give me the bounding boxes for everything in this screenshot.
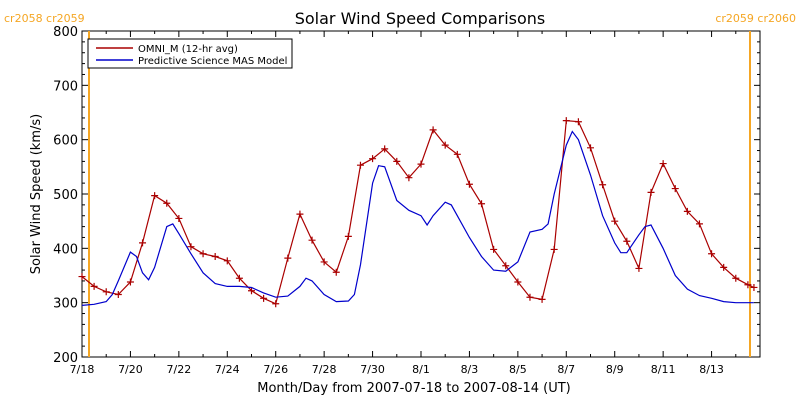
data-point-marker xyxy=(574,118,582,126)
x-tick-label: 7/22 xyxy=(167,363,192,376)
data-point-marker xyxy=(320,258,328,266)
data-point-marker xyxy=(708,250,716,258)
data-point-marker xyxy=(671,185,679,193)
x-tick-label: 7/18 xyxy=(70,363,95,376)
y-tick-label: 600 xyxy=(53,134,78,149)
data-point-marker xyxy=(441,141,449,149)
data-point-marker xyxy=(369,155,377,163)
x-tick-label: 7/30 xyxy=(360,363,385,376)
x-tick-label: 8/7 xyxy=(557,363,575,376)
data-point-marker xyxy=(623,237,631,245)
x-tick-label: 7/20 xyxy=(118,363,143,376)
x-tick-label: 7/28 xyxy=(312,363,337,376)
x-tick-label: 7/24 xyxy=(215,363,240,376)
data-point-marker xyxy=(695,220,703,228)
carrington-label-right: cr2059 cr2060 xyxy=(715,12,796,25)
chart-title: Solar Wind Speed Comparisons xyxy=(295,9,546,28)
data-point-marker xyxy=(296,210,304,218)
data-point-marker xyxy=(683,207,691,215)
data-point-marker xyxy=(211,252,219,260)
x-tick-label: 8/9 xyxy=(606,363,624,376)
data-point-marker xyxy=(611,217,619,225)
data-point-marker xyxy=(659,160,667,168)
legend-label: OMNI_M (12-hr avg) xyxy=(138,44,238,55)
data-point-marker xyxy=(478,200,486,208)
data-point-marker xyxy=(199,250,207,258)
data-point-marker xyxy=(332,268,340,276)
y-tick-label: 300 xyxy=(53,297,78,312)
series-line-0 xyxy=(81,120,755,305)
data-point-marker xyxy=(405,174,413,182)
data-point-marker xyxy=(284,254,292,262)
x-tick-label: 8/5 xyxy=(509,363,527,376)
data-point-marker xyxy=(126,278,134,286)
legend-box xyxy=(87,38,293,69)
data-point-marker xyxy=(453,150,461,158)
data-point-marker xyxy=(538,295,546,303)
x-axis-label: Month/Day from 2007-07-18 to 2007-08-14 … xyxy=(257,381,570,396)
data-point-marker xyxy=(750,283,758,291)
data-point-marker xyxy=(562,117,570,125)
x-tick-label: 8/13 xyxy=(699,363,724,376)
data-point-marker xyxy=(635,264,643,272)
data-point-marker xyxy=(260,294,268,302)
plot-frame xyxy=(81,30,761,358)
data-point-marker xyxy=(502,262,510,270)
data-point-marker xyxy=(344,232,352,240)
data-point-marker xyxy=(526,293,534,301)
x-tick-label: 8/3 xyxy=(461,363,479,376)
y-tick-label: 500 xyxy=(53,188,78,203)
data-point-marker xyxy=(550,245,558,253)
y-tick-label: 700 xyxy=(53,79,78,94)
data-point-marker xyxy=(744,281,752,289)
data-point-marker xyxy=(151,192,159,200)
plot-area: 200 300 400 500 600 700 800 7/18 7/20 7/22 7/24 7/2… xyxy=(53,25,761,376)
data-point-marker xyxy=(163,199,171,207)
data-point-marker xyxy=(90,282,98,290)
data-point-marker xyxy=(514,278,522,286)
data-point-marker xyxy=(223,257,231,265)
data-point-marker xyxy=(114,291,122,299)
data-point-marker xyxy=(587,144,594,152)
data-point-marker xyxy=(417,160,425,168)
data-point-marker xyxy=(490,245,498,253)
carrington-label-left: cr2058 cr2059 xyxy=(4,12,85,25)
data-point-marker xyxy=(248,287,255,295)
data-point-marker xyxy=(102,288,110,296)
data-point-marker xyxy=(429,126,437,134)
x-tick-label: 8/1 xyxy=(412,363,430,376)
data-point-marker xyxy=(381,145,389,153)
data-point-marker xyxy=(647,188,655,196)
x-tick-label: 7/26 xyxy=(263,363,288,376)
data-point-marker xyxy=(465,180,473,188)
y-axis-label: Solar Wind Speed (km/s) xyxy=(29,114,44,274)
data-point-marker xyxy=(175,214,183,222)
data-point-marker xyxy=(732,274,740,282)
series-line-1 xyxy=(81,130,754,306)
data-point-marker xyxy=(599,181,607,189)
x-tick-label: 8/11 xyxy=(651,363,676,376)
y-tick-label: 200 xyxy=(53,351,78,366)
y-tick-label: 400 xyxy=(53,242,78,257)
data-point-marker xyxy=(235,274,243,282)
data-point-marker xyxy=(356,161,364,169)
legend-label: Predictive Science MAS Model xyxy=(138,56,287,67)
data-point-marker xyxy=(393,157,401,165)
data-point-marker xyxy=(187,243,195,251)
data-point-marker xyxy=(308,236,316,244)
data-point-marker xyxy=(139,239,147,247)
data-point-marker xyxy=(720,263,728,271)
y-tick-label: 800 xyxy=(53,25,78,40)
data-point-marker xyxy=(272,300,280,308)
data-point-marker xyxy=(78,273,86,281)
